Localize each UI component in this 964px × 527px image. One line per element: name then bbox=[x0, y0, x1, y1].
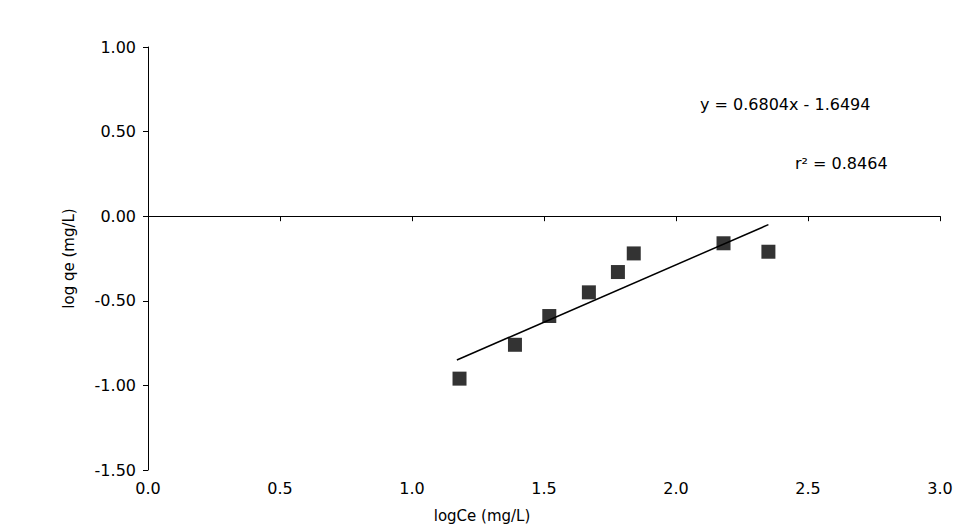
svg-text:0.0: 0.0 bbox=[135, 479, 160, 498]
svg-text:-0.50: -0.50 bbox=[95, 291, 136, 310]
svg-text:-1.50: -1.50 bbox=[95, 461, 136, 480]
svg-text:0.00: 0.00 bbox=[100, 207, 136, 226]
svg-text:3.0: 3.0 bbox=[927, 479, 952, 498]
svg-text:1.0: 1.0 bbox=[399, 479, 424, 498]
svg-text:1.5: 1.5 bbox=[531, 479, 556, 498]
svg-text:1.00: 1.00 bbox=[100, 38, 136, 57]
svg-text:r² = 0.8464: r² = 0.8464 bbox=[795, 154, 888, 173]
svg-text:2.0: 2.0 bbox=[663, 479, 688, 498]
svg-text:0.5: 0.5 bbox=[267, 479, 292, 498]
svg-text:-1.00: -1.00 bbox=[95, 376, 136, 395]
svg-text:logCe (mg/L): logCe (mg/L) bbox=[434, 507, 531, 525]
svg-text:y = 0.6804x - 1.6494: y = 0.6804x - 1.6494 bbox=[700, 95, 870, 114]
svg-text:0.50: 0.50 bbox=[100, 122, 136, 141]
svg-text:log qe (mg/L): log qe (mg/L) bbox=[60, 208, 78, 308]
svg-text:2.5: 2.5 bbox=[795, 479, 820, 498]
